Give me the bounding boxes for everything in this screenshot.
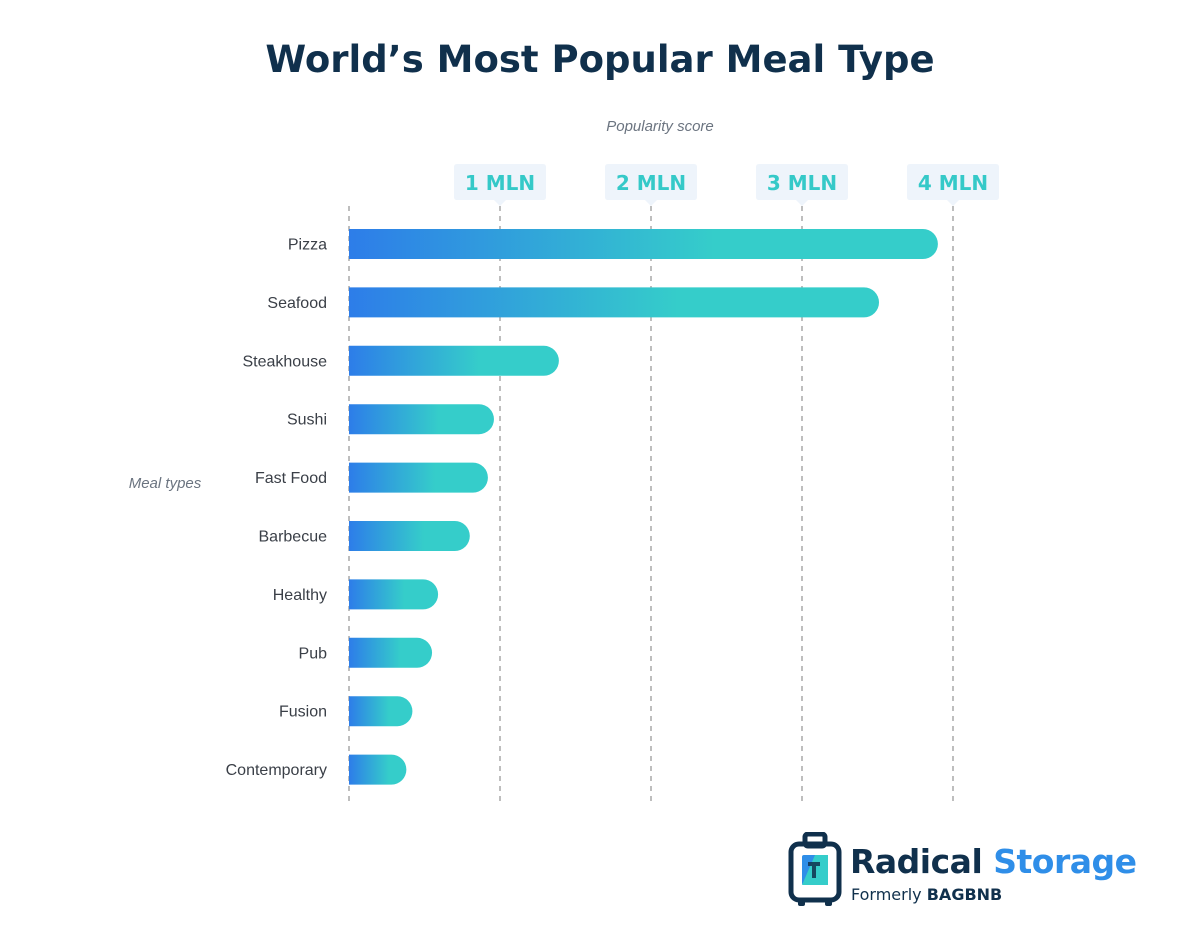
tick-badge [454, 164, 546, 206]
luggage-logo-icon [788, 832, 842, 906]
bar-fusion [349, 696, 413, 727]
category-label: Contemporary [226, 762, 327, 779]
category-label: Pizza [288, 237, 327, 254]
bar-pub [349, 637, 433, 668]
category-label: Barbecue [259, 529, 328, 546]
bar-pizza [349, 229, 938, 259]
category-label: Fusion [279, 704, 327, 721]
bar-steakhouse [349, 345, 559, 376]
tick-badge [907, 164, 999, 206]
category-label: Seafood [267, 295, 327, 312]
bar-fast-food [349, 462, 488, 493]
brand-subtitle-prefix: Formerly [851, 885, 922, 904]
bar-healthy [349, 579, 439, 610]
tick-badge [605, 164, 697, 206]
brand-block: Radical Storage Formerly BAGBNB [788, 832, 1168, 912]
tick-badge [756, 164, 848, 206]
brand-name-primary: Radical [850, 842, 983, 881]
x-tick-label: 1 MLN [465, 171, 535, 195]
brand-name-secondary: Storage [993, 842, 1137, 881]
brand-name: Radical Storage [850, 842, 1137, 881]
bar-contemporary [349, 754, 407, 785]
brand-subtitle-name: BAGBNB [926, 885, 1003, 904]
x-axis-title: Popularity score [606, 118, 714, 135]
x-tick-label: 2 MLN [616, 171, 686, 195]
y-axis-title: Meal types [128, 475, 202, 492]
bar-seafood [349, 287, 880, 318]
bar-barbecue [349, 521, 470, 551]
category-label: Steakhouse [242, 353, 327, 370]
x-tick-label: 4 MLN [918, 171, 988, 195]
category-label: Pub [299, 645, 328, 662]
chart-title: World’s Most Popular Meal Type [265, 38, 935, 81]
category-label: Sushi [287, 412, 327, 429]
bar-sushi [349, 404, 494, 435]
category-label: Healthy [273, 587, 327, 604]
x-tick-label: 3 MLN [767, 171, 837, 195]
brand-subtitle: Formerly BAGBNB [851, 885, 1002, 904]
category-label: Fast Food [255, 470, 327, 487]
